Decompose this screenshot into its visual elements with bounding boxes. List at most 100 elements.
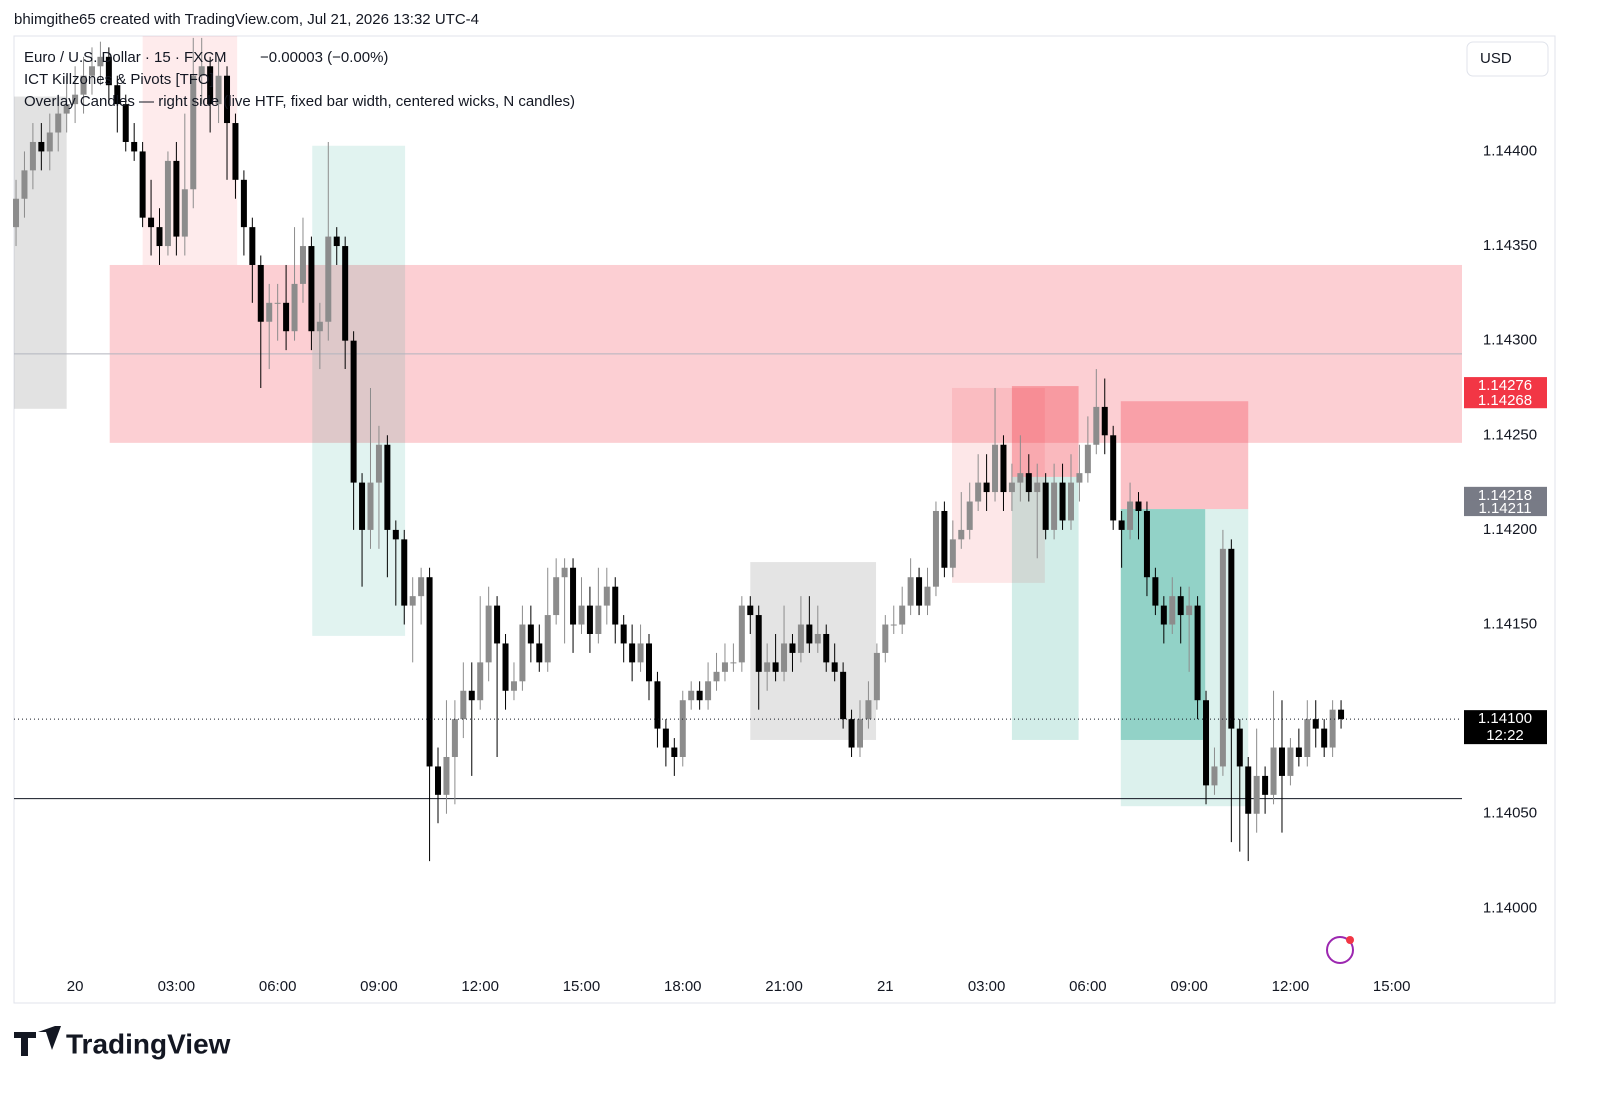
candle-body bbox=[1278, 747, 1285, 776]
candle-body bbox=[1228, 548, 1235, 729]
candle-body bbox=[1067, 482, 1074, 521]
y-tick-label: 1.14150 bbox=[1483, 615, 1537, 632]
currency[interactable]: USD bbox=[1480, 50, 1512, 67]
candle-body bbox=[865, 700, 872, 720]
zone bbox=[1011, 386, 1079, 477]
candle-body bbox=[460, 690, 467, 720]
candle-body bbox=[1186, 605, 1193, 616]
candle-body bbox=[181, 189, 188, 237]
plot bbox=[13, 37, 1345, 862]
candle-body bbox=[316, 321, 323, 332]
y-tick-label: 1.14200 bbox=[1483, 521, 1537, 538]
x-tick-label: 09:00 bbox=[1170, 978, 1208, 995]
candle-body bbox=[299, 246, 306, 284]
currency-button[interactable] bbox=[1466, 41, 1549, 77]
candle-body bbox=[367, 482, 374, 530]
candle-body bbox=[679, 700, 686, 757]
candle-body bbox=[966, 501, 973, 530]
candle-body bbox=[738, 605, 745, 663]
zone bbox=[1120, 401, 1249, 510]
candle-body bbox=[1169, 596, 1176, 625]
candle-body bbox=[443, 756, 450, 795]
candle-body bbox=[1101, 406, 1108, 436]
candle-body bbox=[789, 643, 796, 653]
candle-body bbox=[755, 615, 762, 672]
candle-body bbox=[13, 198, 20, 228]
candle-body bbox=[224, 75, 231, 124]
candle-body bbox=[1253, 775, 1260, 814]
candle-body bbox=[342, 246, 349, 341]
candle-body bbox=[1093, 406, 1100, 445]
candle-body bbox=[477, 662, 484, 701]
candle-body bbox=[629, 643, 636, 663]
x-tick-label: 15:00 bbox=[1373, 978, 1411, 995]
candle-body bbox=[105, 56, 112, 86]
change: −0.00003 (−0.00%) bbox=[260, 49, 388, 66]
zone bbox=[142, 36, 238, 265]
x-tick-label: 18:00 bbox=[664, 978, 702, 995]
candle-body bbox=[840, 671, 847, 720]
candle-body bbox=[190, 75, 197, 190]
candle-body bbox=[257, 264, 264, 322]
candle-body bbox=[510, 681, 517, 691]
x-tick-label: 09:00 bbox=[360, 978, 398, 995]
candle-body bbox=[1118, 520, 1125, 530]
candle-body bbox=[958, 529, 965, 540]
candle-body bbox=[1152, 577, 1159, 606]
candle-body bbox=[1177, 596, 1184, 616]
candle-body bbox=[359, 482, 366, 530]
candle-body bbox=[485, 605, 492, 663]
candle-body bbox=[907, 577, 914, 606]
candle-body bbox=[1312, 719, 1319, 729]
candle-body bbox=[1338, 709, 1345, 720]
price-label-box bbox=[1464, 710, 1547, 745]
x-tick-label: 12:00 bbox=[461, 978, 499, 995]
candle-body bbox=[916, 577, 923, 606]
candle-body bbox=[544, 615, 551, 663]
y-tick-label: 1.14000 bbox=[1483, 899, 1537, 916]
candle-body bbox=[1025, 473, 1032, 493]
candle-body bbox=[1000, 444, 1007, 493]
candle-body bbox=[1008, 482, 1015, 493]
candle-body bbox=[156, 227, 163, 247]
x-tick-label: 12:00 bbox=[1272, 978, 1310, 995]
candle-body bbox=[148, 217, 155, 228]
candle-body bbox=[671, 747, 678, 757]
indicator: Overlay Candles — right side (live HTF, … bbox=[24, 93, 575, 110]
price-label: 1.14218 bbox=[1478, 487, 1532, 504]
candle-body bbox=[637, 643, 644, 663]
indicator: ICT Killzones & Pivots [TFO] bbox=[24, 71, 214, 88]
candle-body bbox=[519, 624, 526, 682]
candle-body bbox=[1287, 747, 1294, 776]
candle-body bbox=[502, 643, 509, 691]
candle-body bbox=[375, 444, 382, 483]
candle-body bbox=[612, 586, 619, 625]
candle-body bbox=[1203, 700, 1210, 786]
alert-icon[interactable] bbox=[1326, 936, 1354, 964]
candle-body bbox=[1245, 766, 1252, 814]
candle-body bbox=[283, 302, 290, 332]
candle-body bbox=[274, 302, 281, 304]
x-tick-label: 06:00 bbox=[259, 978, 297, 995]
candle-body bbox=[814, 633, 821, 644]
candle-body bbox=[570, 567, 577, 625]
candle-body bbox=[21, 170, 28, 199]
candle-body bbox=[975, 482, 982, 502]
candle-body bbox=[46, 132, 53, 152]
candle-body bbox=[713, 671, 720, 682]
candle-body bbox=[1051, 482, 1058, 530]
price-label: 1.14211 bbox=[1478, 500, 1531, 517]
y-tick-label: 1.14350 bbox=[1483, 237, 1537, 254]
candle-body bbox=[240, 179, 247, 228]
candle-body bbox=[688, 690, 695, 701]
symbol: Euro / U.S. Dollar · 15 · FXCM bbox=[24, 49, 227, 66]
candle-body bbox=[1304, 719, 1311, 757]
candle-body bbox=[435, 766, 442, 795]
candle-body bbox=[932, 510, 939, 587]
price-label-box bbox=[1464, 392, 1547, 409]
candle-body bbox=[131, 141, 138, 152]
candle-body bbox=[350, 340, 357, 483]
zone bbox=[750, 562, 877, 740]
price-label: 1.14276 bbox=[1478, 377, 1532, 394]
